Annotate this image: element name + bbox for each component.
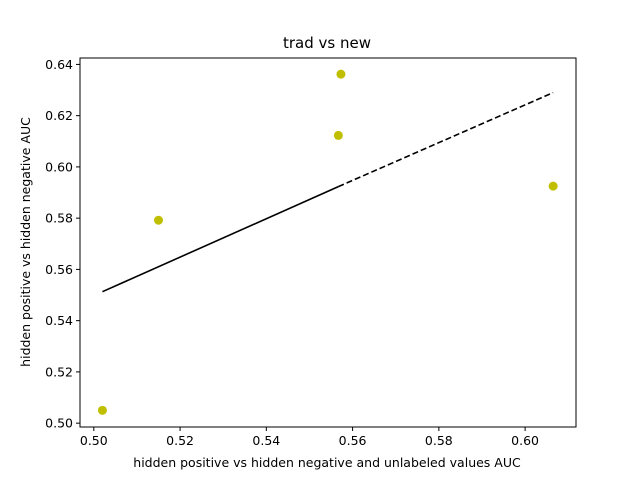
fit-line-dashed [338, 91, 554, 188]
y-tick-label: 0.54 [45, 313, 73, 328]
y-tick-label: 0.64 [45, 57, 73, 72]
x-tick-label: 0.50 [80, 433, 108, 448]
x-tick-label: 0.56 [339, 433, 367, 448]
fit-line-solid [102, 185, 339, 293]
x-tick-label: 0.52 [166, 433, 194, 448]
data-point [97, 405, 107, 415]
x-tick-label: 0.54 [252, 433, 280, 448]
data-point [153, 215, 163, 225]
x-tick-label: 0.60 [511, 433, 539, 448]
y-tick-label: 0.52 [45, 364, 73, 379]
y-tick-label: 0.50 [45, 416, 73, 431]
y-tick-label: 0.60 [45, 159, 73, 174]
plot-area [97, 69, 558, 415]
axes-frame [79, 57, 577, 428]
x-axis: 0.50 0.52 0.54 0.56 0.58 0.60 [80, 427, 539, 448]
y-tick-label: 0.56 [45, 262, 73, 277]
y-tick-label: 0.62 [45, 108, 73, 123]
y-axis-label: hidden positive vs hidden negative AUC [18, 117, 33, 367]
x-axis-label: hidden positive vs hidden negative and u… [133, 455, 521, 470]
x-tick-label: 0.58 [425, 433, 453, 448]
data-point [336, 69, 346, 79]
data-point [333, 130, 343, 140]
y-axis: 0.50 0.52 0.54 0.56 0.58 0.60 0.62 0.64 [45, 57, 80, 431]
y-tick-label: 0.58 [45, 211, 73, 226]
data-point [548, 181, 558, 191]
chart-title: trad vs new [283, 34, 371, 52]
